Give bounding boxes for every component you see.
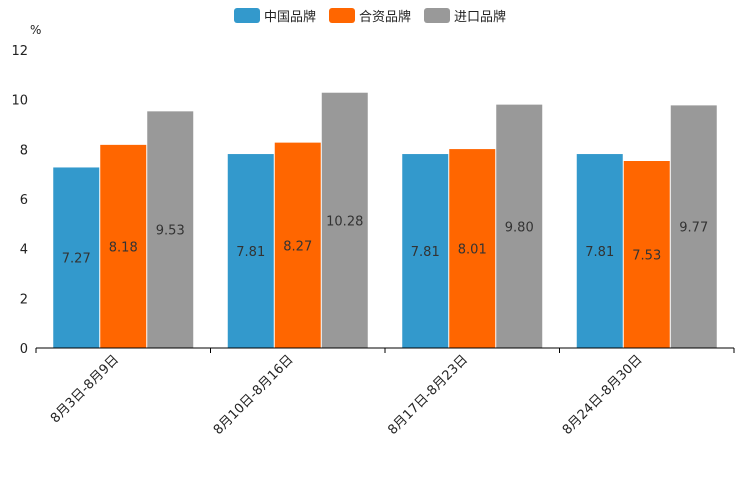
- x-axis-ticks: [35, 348, 735, 353]
- data-label: 10.28: [326, 214, 363, 229]
- legend-label: 中国品牌: [264, 9, 316, 25]
- bar: [53, 167, 100, 348]
- bar: [402, 154, 449, 348]
- legend: 中国品牌 合资品牌 进口品牌: [234, 8, 506, 25]
- data-label: 7.81: [411, 245, 440, 260]
- bar: [321, 92, 368, 348]
- data-label: 9.80: [505, 220, 534, 235]
- category-label: 8月17日-8月23日: [385, 352, 471, 438]
- legend-label: 合资品牌: [359, 9, 411, 25]
- category-label: 8月10日-8月16日: [211, 352, 297, 438]
- data-label: 8.01: [458, 243, 487, 258]
- y-tick-label: 10: [11, 94, 28, 109]
- y-tick-label: 8: [20, 143, 28, 158]
- y-tick-label: 2: [20, 292, 28, 307]
- bar: [576, 154, 623, 348]
- bar: [623, 161, 670, 348]
- legend-swatch: [329, 8, 355, 23]
- bar: [147, 111, 194, 348]
- bar: [449, 149, 496, 348]
- data-label: 9.53: [156, 224, 185, 239]
- value-labels: 7.27 8.18 9.53 7.81 8.27 10.28 7.81 8.01 9.80 7.8…: [62, 214, 708, 266]
- y-axis-ticks: 0 2 4 6 8 10 12: [11, 44, 28, 357]
- legend-swatch: [234, 8, 260, 23]
- y-axis-unit-label: %: [30, 23, 41, 37]
- bar: [496, 104, 543, 348]
- y-tick-label: 0: [20, 342, 28, 357]
- category-label: 8月24日-8月30日: [560, 352, 646, 438]
- category-label: 8月3日-8月9日: [48, 352, 122, 426]
- data-label: 8.27: [283, 239, 312, 254]
- bar: [274, 142, 321, 348]
- data-label: 7.27: [62, 252, 91, 267]
- bar: [670, 105, 717, 349]
- data-label: 7.53: [632, 249, 661, 264]
- y-tick-label: 4: [20, 243, 28, 258]
- y-tick-label: 6: [20, 193, 28, 208]
- y-tick-label: 12: [11, 44, 28, 59]
- bar: [227, 154, 274, 348]
- bar: [100, 144, 147, 348]
- bars: [53, 92, 717, 349]
- data-label: 7.81: [585, 245, 614, 260]
- category-labels: 8月3日-8月9日 8月10日-8月16日 8月17日-8月23日 8月24日-8月3…: [48, 352, 646, 438]
- legend-label: 进口品牌: [454, 9, 506, 25]
- data-label: 7.81: [236, 245, 265, 260]
- data-label: 9.77: [679, 221, 708, 236]
- legend-swatch: [424, 8, 450, 23]
- data-label: 8.18: [109, 240, 138, 255]
